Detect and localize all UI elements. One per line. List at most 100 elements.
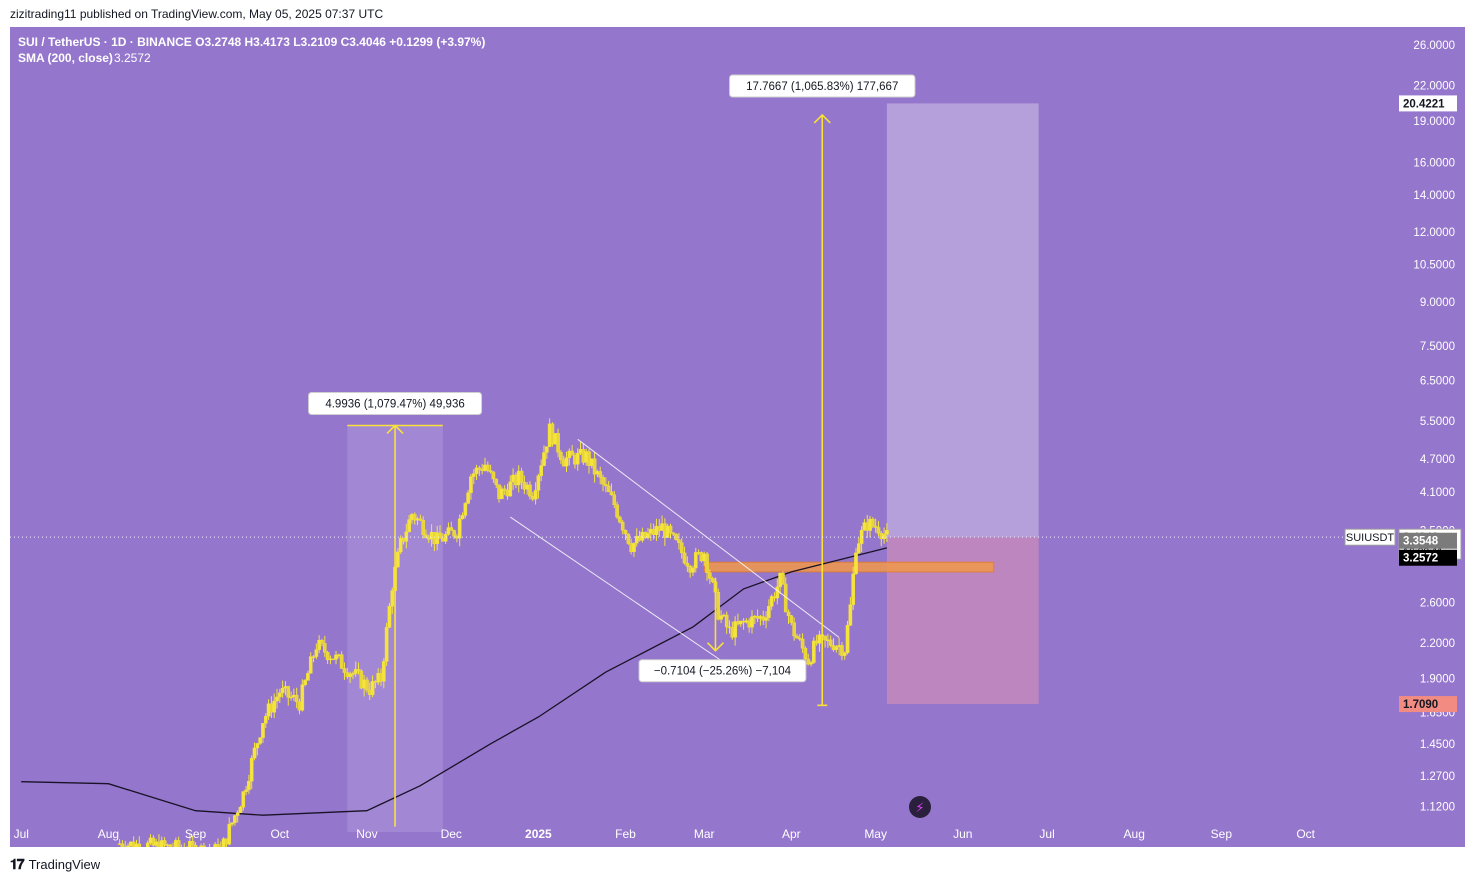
candle-body: [272, 700, 276, 713]
candle-body: [247, 780, 251, 791]
candle-body: [859, 530, 864, 544]
candle-body: [193, 844, 198, 858]
candle-body: [396, 551, 400, 568]
candle-body: [671, 532, 676, 535]
candle-body: [817, 634, 822, 644]
candle-body: [620, 521, 625, 531]
tradingview-badge-icon[interactable]: ⚡: [909, 796, 931, 818]
candle-body: [294, 694, 299, 703]
candle-body: [443, 534, 448, 542]
candle-body: [803, 648, 808, 660]
candle-body: [716, 591, 721, 620]
candle-body: [137, 843, 142, 854]
measure-3-arrow-head: [706, 642, 725, 652]
candle-body: [885, 530, 889, 535]
x-tick-label: Apr: [782, 827, 801, 841]
target-price-badge: 20.4221: [1403, 98, 1445, 110]
candle-body: [679, 542, 684, 554]
candle-body: [876, 527, 881, 534]
candle-body: [488, 470, 493, 473]
candle-body: [845, 624, 850, 653]
measure-3-label-box: [638, 659, 807, 683]
candle-body: [286, 686, 291, 698]
footer-logo[interactable]: 𝟏𝟕 TradingView: [10, 856, 100, 873]
candle-body: [764, 617, 768, 621]
candle-body: [592, 458, 597, 475]
candle-body: [685, 562, 690, 567]
candle-body: [769, 596, 774, 607]
price-chart[interactable]: 4.9936 (1,079.47%) 49,936 17.7667 (1,065.…: [10, 27, 1465, 868]
candle-body: [407, 519, 411, 533]
candle-body: [539, 465, 544, 476]
y-tick-label: 12.0000: [1413, 227, 1455, 239]
candle-body: [828, 639, 833, 646]
y-tick-label: 19.0000: [1413, 116, 1455, 128]
legend-sma-label: SMA (200, close): [18, 51, 113, 65]
candle-body: [202, 845, 206, 859]
candle-body: [668, 525, 673, 534]
candle-body: [359, 670, 364, 689]
candle-body: [542, 452, 546, 466]
candle-body: [387, 605, 392, 628]
chart-area[interactable]: 4.9936 (1,079.47%) 49,936 17.7667 (1,065.…: [10, 27, 1465, 868]
x-tick-label: Mar: [694, 827, 715, 841]
candle-body: [390, 590, 395, 607]
publisher-info: zizitrading11 published on TradingView.c…: [10, 7, 384, 21]
candle-body: [216, 844, 220, 858]
candle-body: [873, 525, 878, 528]
candle-body: [767, 606, 771, 618]
y-tick-label: 1.2700: [1420, 771, 1455, 783]
candle-body: [398, 538, 403, 553]
candle-body: [233, 815, 237, 823]
candle-body: [258, 737, 262, 744]
measure-2-label-box: [729, 74, 916, 98]
measure-1-label: 4.9936 (1,079.47%) 49,936: [325, 398, 464, 410]
candle-body: [682, 552, 687, 564]
measure-3-label: −0.7104 (−25.26%) −7,104: [654, 666, 792, 678]
candle-body: [792, 622, 796, 637]
measure-2-arrow-head: [813, 113, 831, 124]
y-tick-label: 22.0000: [1413, 80, 1455, 92]
axes-layer: 26.0000 22.0000 19.0000 16.0000 14.0000 12.00…: [14, 40, 1462, 841]
candle-body: [545, 446, 549, 453]
candle-body: [438, 532, 442, 539]
candle-body: [623, 530, 628, 535]
candle-body: [238, 806, 243, 813]
candle-body: [308, 656, 313, 674]
candle-body: [255, 743, 260, 749]
candle-body: [365, 679, 369, 691]
candle-body: [314, 649, 319, 657]
sma-price-badge: 3.2572: [1403, 553, 1438, 565]
y-tick-label: 1.9000: [1420, 673, 1455, 685]
candle-body: [797, 637, 802, 640]
candle-body: [317, 640, 321, 650]
long-target-zone: [886, 103, 1039, 538]
x-tick-label: Jul: [14, 827, 29, 841]
candle-body: [733, 621, 737, 638]
candle-body: [823, 635, 827, 641]
stop-price-badge-bg: [1399, 696, 1457, 713]
candle-body: [342, 668, 347, 673]
y-tick-label: 7.5000: [1420, 341, 1455, 353]
candle-body: [404, 531, 409, 542]
candle-body: [311, 656, 316, 658]
candle-body: [466, 492, 470, 504]
candle-body: [840, 645, 844, 656]
x-tick-label: Oct: [1296, 827, 1315, 841]
candle-body: [412, 514, 417, 521]
candle-body: [871, 518, 875, 527]
candle-body: [842, 652, 847, 656]
x-tick-label: 2025: [525, 827, 552, 841]
candle-body: [190, 841, 195, 846]
candle-body: [244, 789, 248, 792]
wedge-lower-line: [510, 516, 725, 663]
candle-body: [609, 491, 614, 495]
candle-body: [528, 484, 532, 497]
candle-body: [812, 640, 816, 663]
target-price-badge-bg: [1399, 95, 1457, 112]
candle-body: [421, 520, 425, 535]
candle-body: [300, 684, 305, 711]
candle-body: [249, 757, 254, 782]
candle-body: [601, 477, 605, 485]
candle-body: [474, 467, 479, 474]
